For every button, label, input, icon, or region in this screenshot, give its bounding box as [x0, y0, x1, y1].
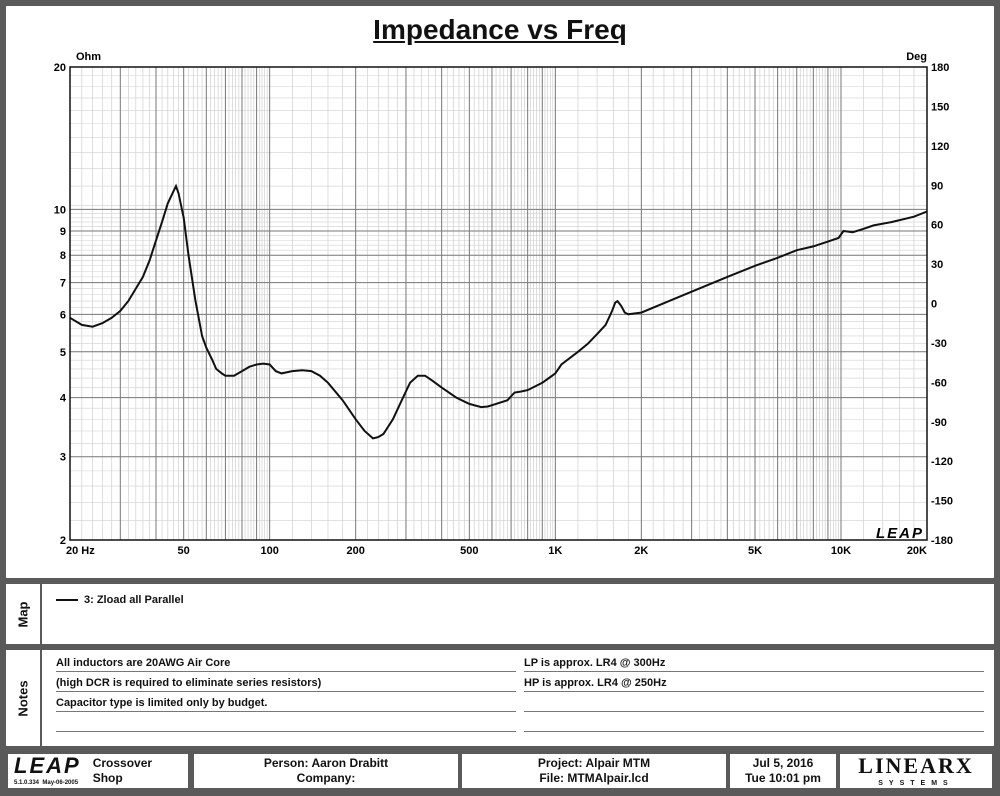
x-tick-label: 20K — [907, 545, 927, 557]
y-tick-label: 5 — [60, 347, 66, 359]
linearx-logo: LINEARX — [858, 753, 974, 778]
y-tick-label: 10 — [54, 204, 66, 216]
note-right-3 — [524, 692, 984, 712]
y2-tick-label: 30 — [931, 259, 943, 271]
y-tick-label: 2 — [60, 535, 66, 547]
legend-line-swatch — [56, 599, 78, 601]
x-tick-label: 50 — [178, 545, 190, 557]
chart-title: Impedance vs Freq — [373, 14, 627, 45]
y2-tick-label: -90 — [931, 417, 947, 429]
version-date: May-06-2005 — [42, 780, 79, 786]
x-tick-label: 2K — [634, 545, 648, 557]
y-tick-label: 6 — [60, 309, 66, 321]
notes-tab: Notes — [6, 650, 42, 746]
footer-leap-box: LEAP 5.1.0.334 May-06-2005 Crossover Sho… — [8, 754, 188, 788]
person-field: Person: Aaron Drabitt — [263, 756, 389, 770]
x-tick-label: 500 — [460, 545, 478, 557]
y2-axis-ticks: 180 150 120 90 60 30 0 -30 -60 -90 -120 -150 -180 — [931, 62, 953, 547]
footer-project-box: Project: Alpair MTM File: MTMAlpair.lcd — [462, 754, 726, 788]
leap-logo: LEAP — [14, 753, 81, 778]
y2-tick-label: 90 — [931, 180, 943, 192]
note-left-4 — [56, 712, 516, 732]
legend-entry: 3: Zload all Parallel — [56, 594, 184, 606]
y2-tick-label: -60 — [931, 377, 947, 389]
plot-border — [69, 66, 928, 541]
footer-bar: LEAP 5.1.0.334 May-06-2005 Crossover Sho… — [6, 752, 994, 790]
y2-tick-label: -30 — [931, 338, 947, 350]
date-field: Jul 5, 2016 — [752, 756, 814, 770]
footer-person-box: Person: Aaron Drabitt Company: — [194, 754, 458, 788]
y2-tick-label: 60 — [931, 220, 943, 232]
y2-tick-label: 0 — [931, 299, 937, 311]
x-tick-label: 100 — [260, 545, 278, 557]
map-tab: Map — [6, 584, 42, 644]
y-tick-label: 7 — [60, 278, 66, 290]
version-number: 5.1.0.334 — [14, 780, 40, 786]
major-grid — [69, 66, 928, 541]
series-line-zload — [69, 183, 928, 440]
left-axis-unit: Ohm — [76, 51, 101, 63]
x-tick-label: 20 Hz — [66, 545, 95, 557]
note-right-1: LP is approx. LR4 @ 300Hz — [524, 652, 984, 672]
x-axis-ticks: 20 Hz 50 100 200 500 1K 2K 5K 10K 20K — [66, 545, 927, 557]
x-tick-label: 10K — [831, 545, 851, 557]
impedance-chart: 20 Hz 50 100 200 500 1K 2K 5K 10K 20K 20109876543… — [54, 51, 953, 557]
y2-tick-label: 150 — [931, 101, 949, 113]
map-panel: Map 3: Zload all Parallel — [6, 584, 994, 644]
company-field: Company: — [296, 771, 356, 785]
x-tick-label: 200 — [346, 545, 364, 557]
y2-tick-label: -180 — [931, 535, 953, 547]
x-tick-label: 1K — [548, 545, 562, 557]
y2-tick-label: 180 — [931, 62, 949, 74]
y-tick-label: 20 — [54, 62, 66, 74]
y-tick-label: 9 — [60, 226, 66, 238]
legend-text: 3: Zload all Parallel — [84, 594, 184, 606]
y-tick-label: 8 — [60, 250, 66, 262]
note-left-1: All inductors are 20AWG Air Core — [56, 652, 516, 672]
footer-brand-box: LINEARX SYSTEMS — [840, 754, 992, 788]
product-line2: Shop — [92, 771, 123, 785]
x-tick-label: 5K — [748, 545, 762, 557]
y-axis-ticks: 20 10 9 8 7 6 5 4 3 2 — [54, 62, 67, 547]
note-left-3: Capacitor type is limited only by budget… — [56, 692, 516, 712]
file-field: File: MTMAlpair.lcd — [539, 771, 649, 785]
y-tick-label: 4 — [60, 393, 67, 405]
minor-grid — [70, 67, 927, 540]
notes-panel: Notes All inductors are 20AWG Air Core (… — [6, 650, 994, 746]
y-tick-label: 3 — [60, 452, 66, 464]
note-right-2: HP is approx. LR4 @ 250Hz — [524, 672, 984, 692]
note-right-4 — [524, 712, 984, 732]
notes-label: Notes — [15, 679, 31, 717]
note-left-2: (high DCR is required to eliminate serie… — [56, 672, 516, 692]
y2-tick-label: -120 — [931, 456, 953, 468]
map-label: Map — [15, 601, 31, 627]
leap-watermark: LEAP — [876, 525, 924, 542]
linearx-subtitle: SYSTEMS — [878, 780, 954, 787]
y2-tick-label: -150 — [931, 496, 953, 508]
time-field: Tue 10:01 pm — [745, 771, 821, 785]
product-line1: Crossover — [92, 756, 153, 770]
right-axis-unit: Deg — [906, 51, 927, 63]
footer-date-box: Jul 5, 2016 Tue 10:01 pm — [730, 754, 836, 788]
project-field: Project: Alpair MTM — [537, 756, 651, 770]
y2-tick-label: 120 — [931, 141, 949, 153]
